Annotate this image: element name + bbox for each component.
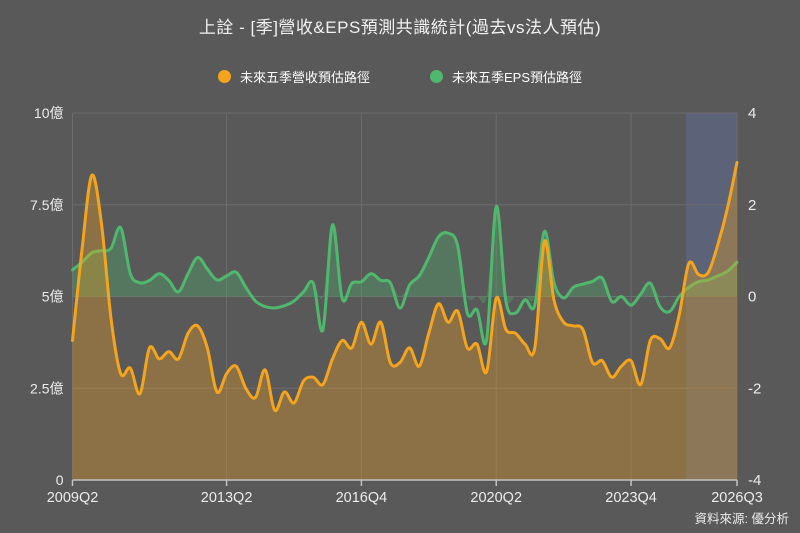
legend: 未來五季營收預估路徑 未來五季EPS預估路徑 <box>0 67 800 86</box>
x-axis-label: 2020Q2 <box>470 490 522 506</box>
y-axis-left-label: 0 <box>56 472 64 488</box>
eps-legend-dot-icon <box>430 70 443 83</box>
y-axis-left-label: 2.5億 <box>30 380 63 396</box>
x-axis-label: 2023Q4 <box>605 490 657 506</box>
x-axis-label: 2013Q2 <box>201 490 253 506</box>
y-axis-left-label: 10億 <box>34 105 64 121</box>
y-axis-right-label: 4 <box>748 105 756 122</box>
eps-line <box>71 205 739 346</box>
eps-legend-label: 未來五季EPS預估路徑 <box>452 70 583 85</box>
y-axis-right-label: -4 <box>748 472 761 489</box>
y-axis-left-label: 5億 <box>42 289 64 305</box>
x-axis-label: 2016Q4 <box>336 490 388 506</box>
eps-area <box>72 206 737 304</box>
y-axis-right-label: 2 <box>748 197 756 214</box>
source-note: 資料來源: 優分析 <box>694 512 789 526</box>
y-axis-right-label: -2 <box>748 380 761 397</box>
x-axis-label: 2026Q3 <box>711 490 763 506</box>
y-axis-left-label: 7.5億 <box>30 197 63 213</box>
revenue-area <box>72 162 737 480</box>
legend-item-revenue[interactable]: 未來五季營收預估路徑 <box>217 67 370 86</box>
chart-title: 上詮 - [季]營收&EPS預測共識統計(過去vs法人預估) <box>198 18 602 37</box>
revenue-legend-label: 未來五季營收預估路徑 <box>239 70 370 85</box>
revenue-line <box>71 161 739 413</box>
revenue-legend-dot-icon <box>217 70 231 83</box>
x-axis-label: 2009Q2 <box>47 490 99 506</box>
y-axis-right-label: 0 <box>748 289 756 306</box>
legend-item-eps[interactable]: 未來五季EPS預估路徑 <box>430 67 582 86</box>
